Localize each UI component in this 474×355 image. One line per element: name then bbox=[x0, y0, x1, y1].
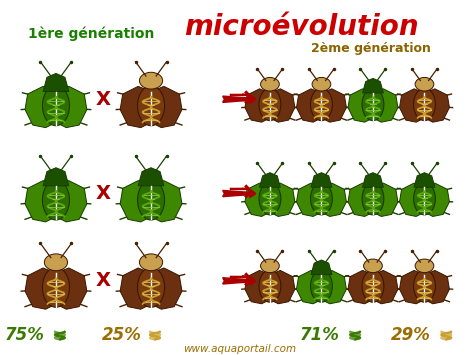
Polygon shape bbox=[348, 89, 373, 122]
Polygon shape bbox=[425, 271, 449, 304]
Polygon shape bbox=[56, 86, 87, 128]
Text: 1ère génération: 1ère génération bbox=[28, 27, 155, 41]
Polygon shape bbox=[321, 271, 346, 304]
Text: www.aquaportail.com: www.aquaportail.com bbox=[182, 344, 296, 354]
Polygon shape bbox=[363, 78, 383, 93]
Text: 29%: 29% bbox=[391, 327, 430, 344]
Polygon shape bbox=[245, 271, 270, 304]
Ellipse shape bbox=[415, 259, 434, 273]
Text: X: X bbox=[96, 184, 111, 203]
Polygon shape bbox=[56, 181, 87, 222]
Polygon shape bbox=[151, 86, 182, 128]
Polygon shape bbox=[120, 86, 151, 128]
Polygon shape bbox=[25, 268, 56, 309]
Polygon shape bbox=[348, 271, 373, 304]
Text: ⇒: ⇒ bbox=[228, 266, 253, 295]
Ellipse shape bbox=[139, 254, 163, 271]
Polygon shape bbox=[43, 73, 69, 92]
Ellipse shape bbox=[310, 88, 332, 121]
Polygon shape bbox=[311, 260, 332, 275]
Polygon shape bbox=[363, 173, 383, 187]
Ellipse shape bbox=[137, 180, 164, 220]
Polygon shape bbox=[414, 173, 435, 187]
Polygon shape bbox=[400, 271, 425, 304]
Polygon shape bbox=[43, 168, 69, 186]
Ellipse shape bbox=[139, 72, 163, 89]
Ellipse shape bbox=[259, 182, 281, 215]
Polygon shape bbox=[270, 183, 295, 217]
Polygon shape bbox=[260, 173, 280, 187]
Polygon shape bbox=[296, 271, 321, 304]
Ellipse shape bbox=[261, 77, 279, 91]
Ellipse shape bbox=[413, 270, 436, 302]
Polygon shape bbox=[373, 271, 398, 304]
Ellipse shape bbox=[43, 267, 70, 307]
Polygon shape bbox=[425, 89, 449, 122]
Ellipse shape bbox=[45, 254, 67, 271]
Polygon shape bbox=[400, 183, 425, 217]
Ellipse shape bbox=[413, 182, 436, 215]
Text: microévolution: microévolution bbox=[184, 13, 419, 41]
Polygon shape bbox=[151, 268, 182, 309]
Ellipse shape bbox=[259, 88, 281, 121]
Ellipse shape bbox=[43, 180, 70, 220]
Polygon shape bbox=[296, 89, 321, 122]
Text: ⇒: ⇒ bbox=[228, 179, 253, 208]
Polygon shape bbox=[270, 89, 295, 122]
Ellipse shape bbox=[415, 77, 434, 91]
Ellipse shape bbox=[43, 86, 70, 126]
Ellipse shape bbox=[312, 77, 331, 91]
Polygon shape bbox=[373, 89, 398, 122]
Polygon shape bbox=[270, 271, 295, 304]
Ellipse shape bbox=[413, 88, 436, 121]
Polygon shape bbox=[425, 183, 449, 217]
Polygon shape bbox=[151, 181, 182, 222]
Ellipse shape bbox=[364, 259, 383, 273]
Polygon shape bbox=[245, 183, 270, 217]
Polygon shape bbox=[321, 183, 346, 217]
Polygon shape bbox=[311, 173, 332, 187]
Text: 71%: 71% bbox=[300, 327, 339, 344]
Ellipse shape bbox=[362, 182, 384, 215]
Text: X: X bbox=[96, 271, 111, 290]
Polygon shape bbox=[321, 89, 346, 122]
Polygon shape bbox=[245, 89, 270, 122]
Ellipse shape bbox=[310, 270, 332, 302]
Polygon shape bbox=[296, 183, 321, 217]
Polygon shape bbox=[373, 183, 398, 217]
Polygon shape bbox=[25, 181, 56, 222]
Text: ⇒: ⇒ bbox=[228, 85, 253, 114]
Polygon shape bbox=[25, 86, 56, 128]
Polygon shape bbox=[120, 181, 151, 222]
Ellipse shape bbox=[259, 270, 281, 302]
Ellipse shape bbox=[137, 86, 164, 126]
Polygon shape bbox=[138, 168, 164, 186]
Polygon shape bbox=[348, 183, 373, 217]
Ellipse shape bbox=[362, 270, 384, 302]
Polygon shape bbox=[400, 89, 425, 122]
Ellipse shape bbox=[362, 88, 384, 121]
Text: 25%: 25% bbox=[101, 327, 141, 344]
Text: 2ème génération: 2ème génération bbox=[311, 42, 431, 55]
Polygon shape bbox=[56, 268, 87, 309]
Ellipse shape bbox=[310, 182, 332, 215]
Ellipse shape bbox=[261, 259, 279, 273]
Polygon shape bbox=[120, 268, 151, 309]
Ellipse shape bbox=[137, 267, 164, 307]
Text: 75%: 75% bbox=[4, 327, 44, 344]
Text: X: X bbox=[96, 90, 111, 109]
